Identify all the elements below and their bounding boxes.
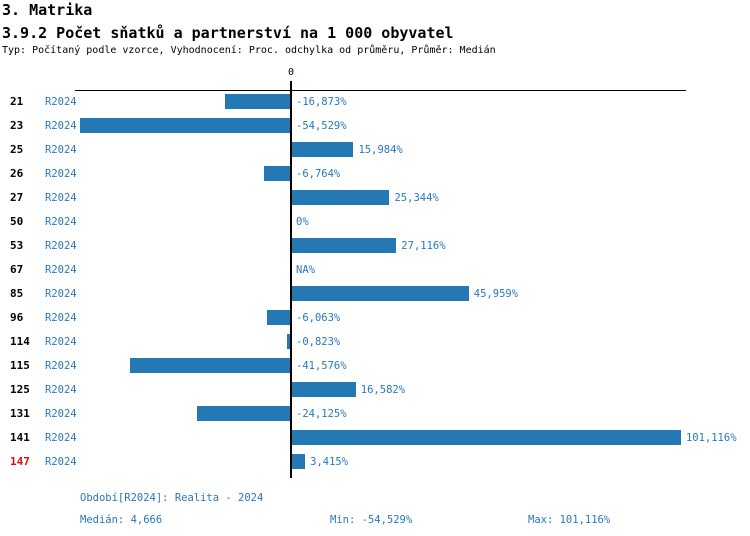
row-category-label: 25 [10,143,24,156]
row-category-label: 53 [10,239,24,252]
row-series-label[interactable]: R2024 [45,432,77,444]
row-series-label[interactable]: R2024 [45,96,77,108]
zero-axis-line [290,81,292,478]
row-category-label: 141 [10,431,30,444]
row-series-label[interactable]: R2024 [45,408,77,420]
bar [225,94,290,109]
chart-row: 67 R2024 NA% [0,258,750,282]
bar [266,310,290,325]
bar [286,334,290,349]
bar-value-label: 0% [296,216,309,228]
row-series-label[interactable]: R2024 [45,360,77,372]
page-title: 3. Matrika [2,1,93,19]
bar-value-label: -6,063% [296,312,341,324]
bar-value-label: 25,344% [394,192,439,204]
bar-value-label: -0,823% [296,336,341,348]
row-series-label[interactable]: R2024 [45,336,77,348]
row-series-label[interactable]: R2024 [45,456,77,468]
row-series-label[interactable]: R2024 [45,120,77,132]
row-category-label: 26 [10,167,24,180]
bar [263,166,290,181]
row-series-label[interactable]: R2024 [45,288,77,300]
row-series-label[interactable]: R2024 [45,240,77,252]
axis-zero-tick-label: 0 [287,67,295,78]
chart-row: 96 R2024 -6,063% [0,306,750,330]
row-series-label[interactable]: R2024 [45,168,77,180]
bar [292,382,356,397]
row-series-label[interactable]: R2024 [45,264,77,276]
footer-period: Období[R2024]: Realita - 2024 [80,492,264,504]
row-category-label: 21 [10,95,24,108]
chart-row: 125 R2024 16,582% [0,378,750,402]
bar-value-label: NA% [296,264,315,276]
chart-row: 114 R2024 -0,823% [0,330,750,354]
bar-value-label: 27,116% [401,240,446,252]
row-category-label: 114 [10,335,30,348]
bar [292,142,354,157]
bar-value-label: -41,576% [296,360,347,372]
chart-row: 147 R2024 3,415% [0,450,750,474]
chart-row: 25 R2024 15,984% [0,138,750,162]
row-series-label[interactable]: R2024 [45,312,77,324]
bar-value-label: 45,959% [473,288,519,300]
plot-top-border [75,90,686,91]
bar [292,190,390,205]
chart-row: 115 R2024 -41,576% [0,354,750,378]
chart-meta-line: Typ: Počítaný podle vzorce, Vyhodnocení:… [2,45,496,56]
bar-value-label: -6,764% [296,168,341,180]
bar-value-label: 15,984% [358,144,403,156]
row-category-label: 67 [10,263,24,276]
row-category-label: 27 [10,191,24,204]
bar-value-label: 3,415% [310,456,349,468]
chart-row: 141 R2024 101,116% [0,426,750,450]
bar [292,454,306,469]
chart-row: 21 R2024 -16,873% [0,90,750,114]
row-series-label[interactable]: R2024 [45,144,77,156]
row-category-label: 50 [10,215,24,228]
row-category-label: 85 [10,287,24,300]
chart-row: 50 R2024 0% [0,210,750,234]
row-category-label: 131 [10,407,30,420]
chart-row: 131 R2024 -24,125% [0,402,750,426]
bar [292,430,681,445]
chart-row: 23 R2024 -54,529% [0,114,750,138]
chart-row: 85 R2024 45,959% [0,282,750,306]
footer-median: Medián: 4,666 [80,514,163,526]
footer-max: Max: 101,116% [528,514,611,526]
bar [197,406,290,421]
bar [292,286,469,301]
chart-row: 26 R2024 -6,764% [0,162,750,186]
row-series-label[interactable]: R2024 [45,384,77,396]
bar [80,118,290,133]
row-category-label: 147 [10,455,30,468]
bar [130,358,290,373]
row-category-label: 23 [10,119,24,132]
bar-value-label: -16,873% [296,96,347,108]
bar-value-label: 101,116% [685,432,737,444]
bar-value-label: -54,529% [296,120,347,132]
row-category-label: 115 [10,359,30,372]
chart-row: 53 R2024 27,116% [0,234,750,258]
bar [292,238,397,253]
bar-value-label: -24,125% [296,408,347,420]
footer-min: Min: -54,529% [330,514,413,526]
row-series-label[interactable]: R2024 [45,216,77,228]
row-category-label: 96 [10,311,24,324]
row-category-label: 125 [10,383,30,396]
bar-value-label: 16,582% [360,384,406,396]
row-series-label[interactable]: R2024 [45,192,77,204]
chart-row: 27 R2024 25,344% [0,186,750,210]
chart-title: 3.9.2 Počet sňatků a partnerství na 1 00… [2,24,454,42]
